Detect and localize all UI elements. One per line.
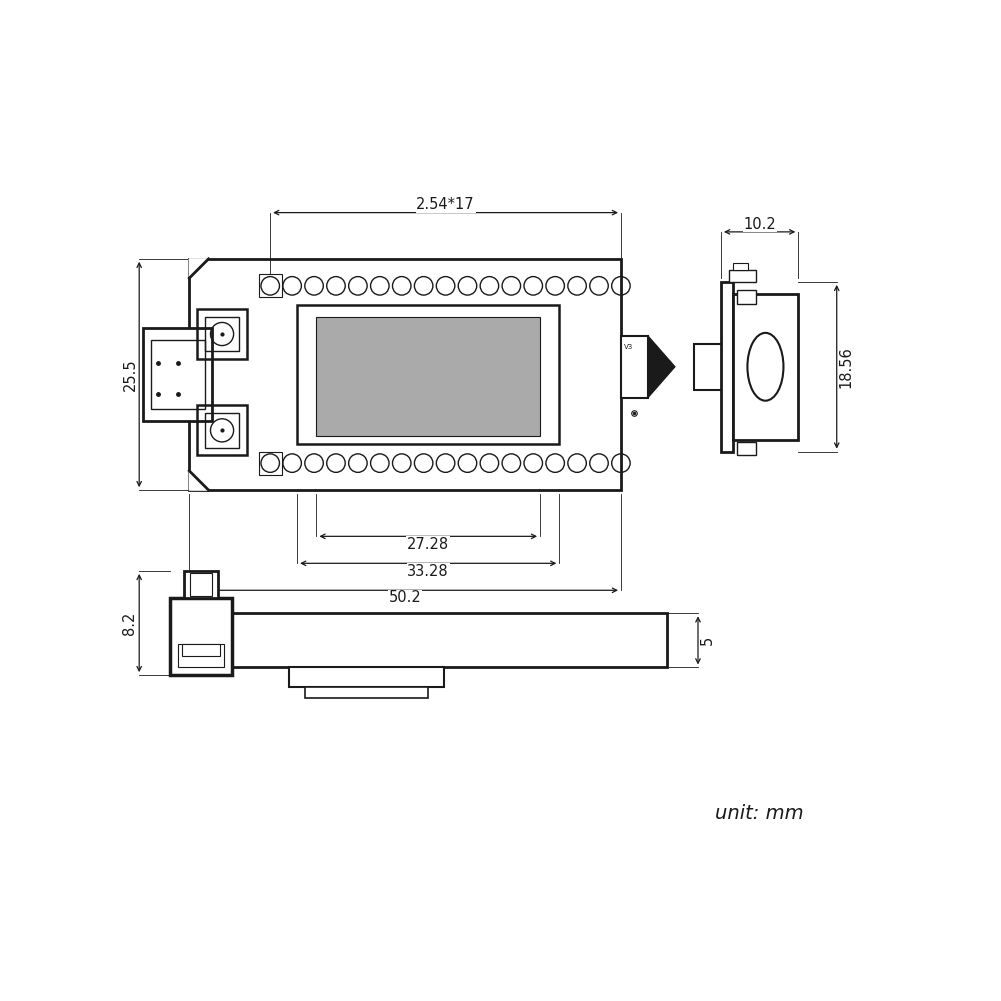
Bar [189,259,621,490]
Bar [228,614,668,668]
Bar [197,309,247,359]
Polygon shape [189,470,208,490]
Text: unit: mm: unit: mm [716,805,804,823]
Bar [258,451,282,474]
Text: 5: 5 [700,636,715,645]
Bar [289,668,443,687]
Text: V3: V3 [624,343,634,349]
Bar [737,441,756,455]
Bar [733,262,748,270]
Bar [297,305,560,443]
Text: 2.54*17: 2.54*17 [416,197,474,212]
Polygon shape [189,259,208,278]
Bar [151,339,204,409]
Bar [143,328,212,420]
Bar [204,413,239,447]
Bar [694,343,733,389]
Bar [258,274,282,297]
Text: 27.28: 27.28 [407,537,449,552]
Bar [316,316,540,436]
Bar [621,336,648,397]
Bar [189,574,212,596]
Bar [721,282,733,451]
Text: 25.5: 25.5 [122,358,137,390]
Bar [204,316,239,351]
Bar [733,293,798,440]
Bar [183,571,218,598]
Text: 33.28: 33.28 [407,564,449,579]
Text: 18.56: 18.56 [839,346,854,387]
Bar [197,405,247,455]
Bar [170,598,231,675]
Bar [305,687,428,699]
Text: 50.2: 50.2 [388,591,421,606]
Text: 8.2: 8.2 [122,612,137,635]
Polygon shape [648,336,675,397]
Bar [178,645,224,668]
Bar [181,645,220,656]
Bar [737,289,756,303]
Bar [729,270,756,282]
Text: 10.2: 10.2 [744,216,776,231]
